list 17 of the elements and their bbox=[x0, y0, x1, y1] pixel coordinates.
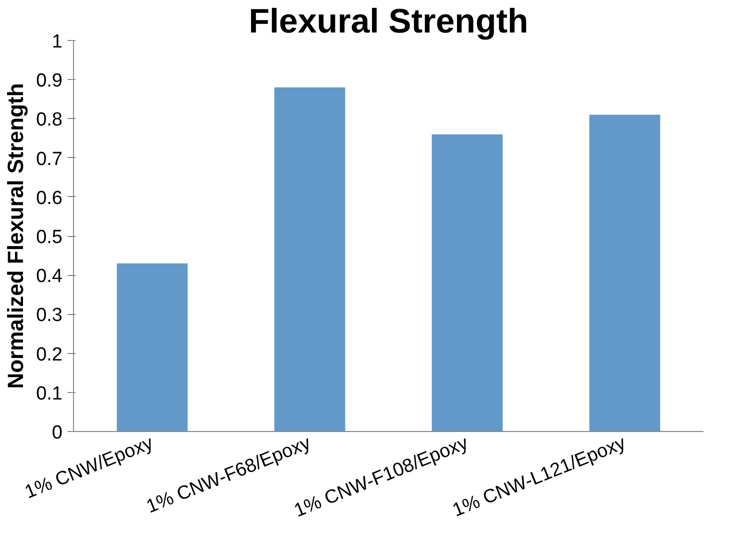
y-axis-title: Normalized Flexural Strength bbox=[3, 83, 28, 389]
bar bbox=[274, 87, 346, 432]
y-tick-label: 0 bbox=[52, 422, 63, 444]
y-tick-label: 0.2 bbox=[36, 344, 63, 366]
chart-title: Flexural Strength bbox=[248, 2, 528, 40]
y-tick-label: 0.5 bbox=[36, 227, 63, 248]
y-tick-label: 0.8 bbox=[36, 110, 63, 131]
bar bbox=[432, 134, 503, 432]
bar bbox=[589, 114, 660, 432]
y-tick-label: 0.7 bbox=[36, 148, 63, 170]
y-tick-label: 0.1 bbox=[36, 383, 63, 404]
y-tick-label: 0.9 bbox=[36, 70, 63, 92]
y-tick-label: 1 bbox=[52, 32, 63, 52]
y-tick-label: 0.3 bbox=[36, 305, 63, 326]
y-tick-label: 0.6 bbox=[36, 188, 63, 209]
bar bbox=[116, 263, 188, 432]
y-tick-label: 0.4 bbox=[36, 266, 63, 288]
